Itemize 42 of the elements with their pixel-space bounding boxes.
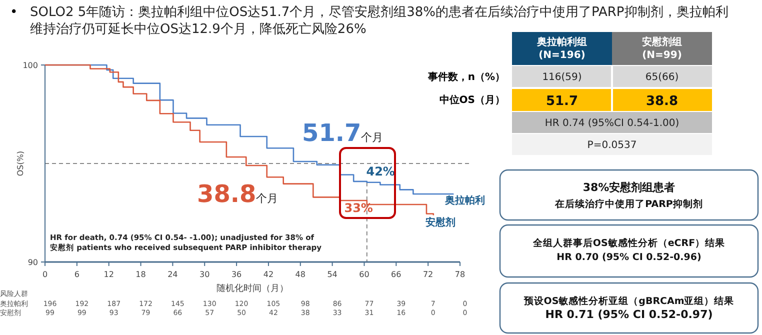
annotation: 42% — [366, 164, 395, 178]
annotation: 33% — [344, 200, 373, 215]
x-tick-label: 36 — [231, 270, 242, 279]
text: 全组人群事后OS敏感性分析（eCRF）结果 — [532, 237, 726, 249]
x-tick-label: 66 — [391, 270, 402, 279]
x-tick-label: 72 — [422, 270, 434, 279]
x-tick-label: 48 — [295, 270, 306, 279]
series-label: 安慰剂 — [425, 216, 456, 228]
text: HR 0.70 (95% CI 0.52-0.96) — [556, 252, 702, 263]
text: P=0.0537 — [587, 140, 637, 151]
x-tick-label: 60 — [359, 270, 370, 279]
text: 安慰剂组 (N=99) — [642, 36, 682, 61]
annotation: 中位OS（月） — [439, 94, 505, 106]
annotation: 38.8个月 — [197, 180, 278, 208]
text: 51.7 — [546, 94, 578, 109]
annotation: 事件数，n（%） — [426, 71, 505, 83]
text: 90 — [28, 258, 38, 267]
x-tick-label: 78 — [454, 270, 466, 279]
x-tick-label: 24 — [168, 270, 178, 279]
text: 38%安慰剂组患者 — [582, 181, 676, 194]
text: 奥拉帕利组 (N=196) — [536, 36, 587, 61]
text: 在后续治疗中使用了PARP抑制剂 — [554, 198, 703, 210]
x-tick-label: 12 — [104, 270, 114, 279]
x-axis-title: 随机化时间（月） — [216, 283, 288, 294]
text: 预设OS敏感性分析亚组（gBRCAm亚组）结果 — [522, 295, 736, 307]
x-tick-label: 6 — [74, 270, 80, 279]
text: • — [10, 5, 18, 20]
text: HR 0.71 (95% CI 0.52-0.97) — [545, 308, 713, 321]
x-tick-label: 42 — [263, 270, 274, 279]
text: 65(66) — [645, 72, 679, 83]
text: 116(59) — [542, 72, 582, 83]
text: 100 — [22, 61, 38, 70]
chart-title: SOLO2 5年随访：奥拉帕利组中位OS达51.7个月，尽管安慰剂组38%的患者在后续治疗中使用了PARP抑制剂，奥拉帕利维持治疗仍可延长中位OS达12.9个月，降低死亡风险26% — [30, 4, 728, 37]
x-tick-label: 54 — [327, 270, 338, 279]
text: HR 0.74 (95%CI 0.54-1.00) — [544, 118, 680, 129]
y-axis-title: OS(%) — [16, 150, 25, 176]
x-tick-label: 0 — [42, 270, 48, 279]
text: 38.8 — [646, 94, 678, 109]
x-tick-label: 30 — [200, 270, 210, 279]
annotation: 51.7个月 — [302, 119, 384, 147]
series-label: 奥拉帕利 — [444, 194, 486, 207]
x-tick-label: 18 — [136, 270, 146, 279]
